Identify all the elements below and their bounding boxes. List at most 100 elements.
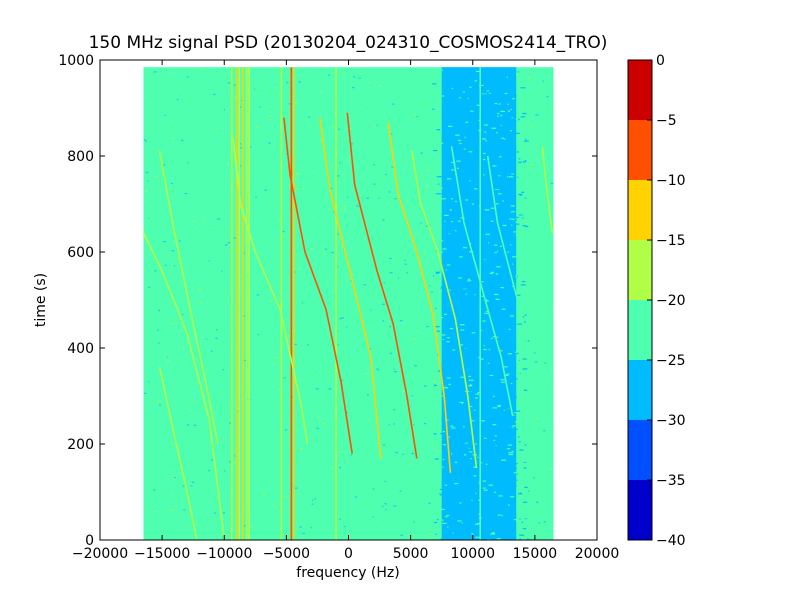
noise-speckle xyxy=(453,301,458,303)
background-speckle xyxy=(320,90,322,93)
noise-speckle xyxy=(463,288,467,290)
noise-speckle xyxy=(498,175,501,177)
background-speckle xyxy=(482,474,486,476)
background-speckle xyxy=(153,71,157,73)
background-speckle xyxy=(154,270,157,272)
background-speckle xyxy=(367,82,370,84)
background-speckle xyxy=(215,337,218,339)
noise-speckle xyxy=(507,223,511,225)
noise-speckle xyxy=(473,409,476,411)
background-speckle xyxy=(528,164,532,166)
noise-speckle xyxy=(497,82,502,84)
noise-speckle xyxy=(471,84,476,86)
noise-speckle xyxy=(495,248,499,251)
background-speckle xyxy=(171,120,173,122)
background-speckle xyxy=(501,85,504,88)
noise-speckle xyxy=(473,309,478,311)
noise-speckle xyxy=(441,522,447,524)
background-speckle xyxy=(283,377,286,379)
noise-speckle xyxy=(478,482,480,484)
background-speckle xyxy=(375,521,378,523)
noise-speckle xyxy=(506,307,511,309)
noise-speckle xyxy=(459,502,462,504)
x-tick-label: −5000 xyxy=(263,546,310,562)
noise-speckle xyxy=(509,218,512,220)
background-speckle xyxy=(526,538,530,540)
noise-speckle xyxy=(446,514,450,517)
noise-speckle xyxy=(432,460,434,463)
noise-speckle xyxy=(450,351,456,353)
noise-speckle xyxy=(452,368,457,370)
background-speckle xyxy=(208,260,210,262)
background-speckle xyxy=(198,283,201,286)
background-speckle xyxy=(414,365,418,367)
background-speckle xyxy=(327,529,329,531)
noise-speckle xyxy=(442,458,445,461)
noise-speckle xyxy=(468,447,470,449)
noise-speckle xyxy=(454,423,459,426)
background-speckle xyxy=(345,411,348,414)
noise-speckle xyxy=(511,224,513,226)
background-speckle xyxy=(145,190,148,192)
noise-speckle xyxy=(459,256,463,258)
background-speckle xyxy=(428,502,431,504)
background-speckle xyxy=(412,487,414,490)
x-tick-label: 5000 xyxy=(393,546,429,562)
noise-speckle xyxy=(520,352,525,354)
background-speckle xyxy=(513,510,516,512)
noise-speckle xyxy=(512,467,518,469)
noise-speckle xyxy=(475,393,480,395)
noise-speckle xyxy=(485,140,487,142)
noise-speckle xyxy=(492,424,497,426)
background-speckle xyxy=(301,302,304,304)
background-speckle xyxy=(269,300,273,302)
noise-speckle xyxy=(484,258,486,261)
background-speckle xyxy=(195,227,198,229)
background-speckle xyxy=(352,274,354,276)
noise-speckle xyxy=(480,412,484,414)
background-speckle xyxy=(350,454,353,456)
background-speckle xyxy=(316,416,319,418)
noise-speckle xyxy=(520,213,522,215)
background-speckle xyxy=(223,109,226,111)
noise-speckle xyxy=(482,94,487,96)
noise-speckle xyxy=(504,85,509,87)
noise-speckle xyxy=(455,434,459,436)
background-speckle xyxy=(464,136,466,138)
noise-speckle xyxy=(459,324,465,326)
background-speckle xyxy=(284,429,288,431)
noise-region xyxy=(441,67,517,540)
background-speckle xyxy=(426,225,429,227)
drift-track xyxy=(387,122,452,473)
background-speckle xyxy=(356,205,359,207)
noise-speckle xyxy=(515,234,517,236)
noise-speckle xyxy=(449,265,453,267)
background-speckle xyxy=(385,173,388,176)
background-speckle xyxy=(477,456,479,459)
background-speckle xyxy=(320,139,323,141)
background-speckle xyxy=(171,322,174,325)
noise-speckle xyxy=(499,245,502,247)
background-speckle xyxy=(469,384,472,386)
background-speckle xyxy=(171,137,175,140)
background-speckle xyxy=(411,452,415,455)
background-speckle xyxy=(224,244,228,246)
noise-speckle xyxy=(443,435,446,437)
noise-speckle xyxy=(448,383,451,386)
background-speckle xyxy=(144,200,146,202)
noise-speckle xyxy=(505,374,509,377)
noise-speckle xyxy=(497,250,499,252)
background-speckle xyxy=(350,143,353,145)
background-speckle xyxy=(282,230,285,233)
y-tick-label: 600 xyxy=(67,245,94,261)
noise-speckle xyxy=(518,158,521,160)
noise-speckle xyxy=(447,337,450,339)
noise-speckle xyxy=(434,458,439,460)
noise-speckle xyxy=(500,287,504,289)
background-speckle xyxy=(427,185,430,187)
noise-speckle xyxy=(492,247,496,249)
noise-speckle xyxy=(521,209,523,211)
noise-speckle xyxy=(460,376,464,378)
background-speckle xyxy=(351,86,355,89)
noise-speckle xyxy=(447,151,451,153)
